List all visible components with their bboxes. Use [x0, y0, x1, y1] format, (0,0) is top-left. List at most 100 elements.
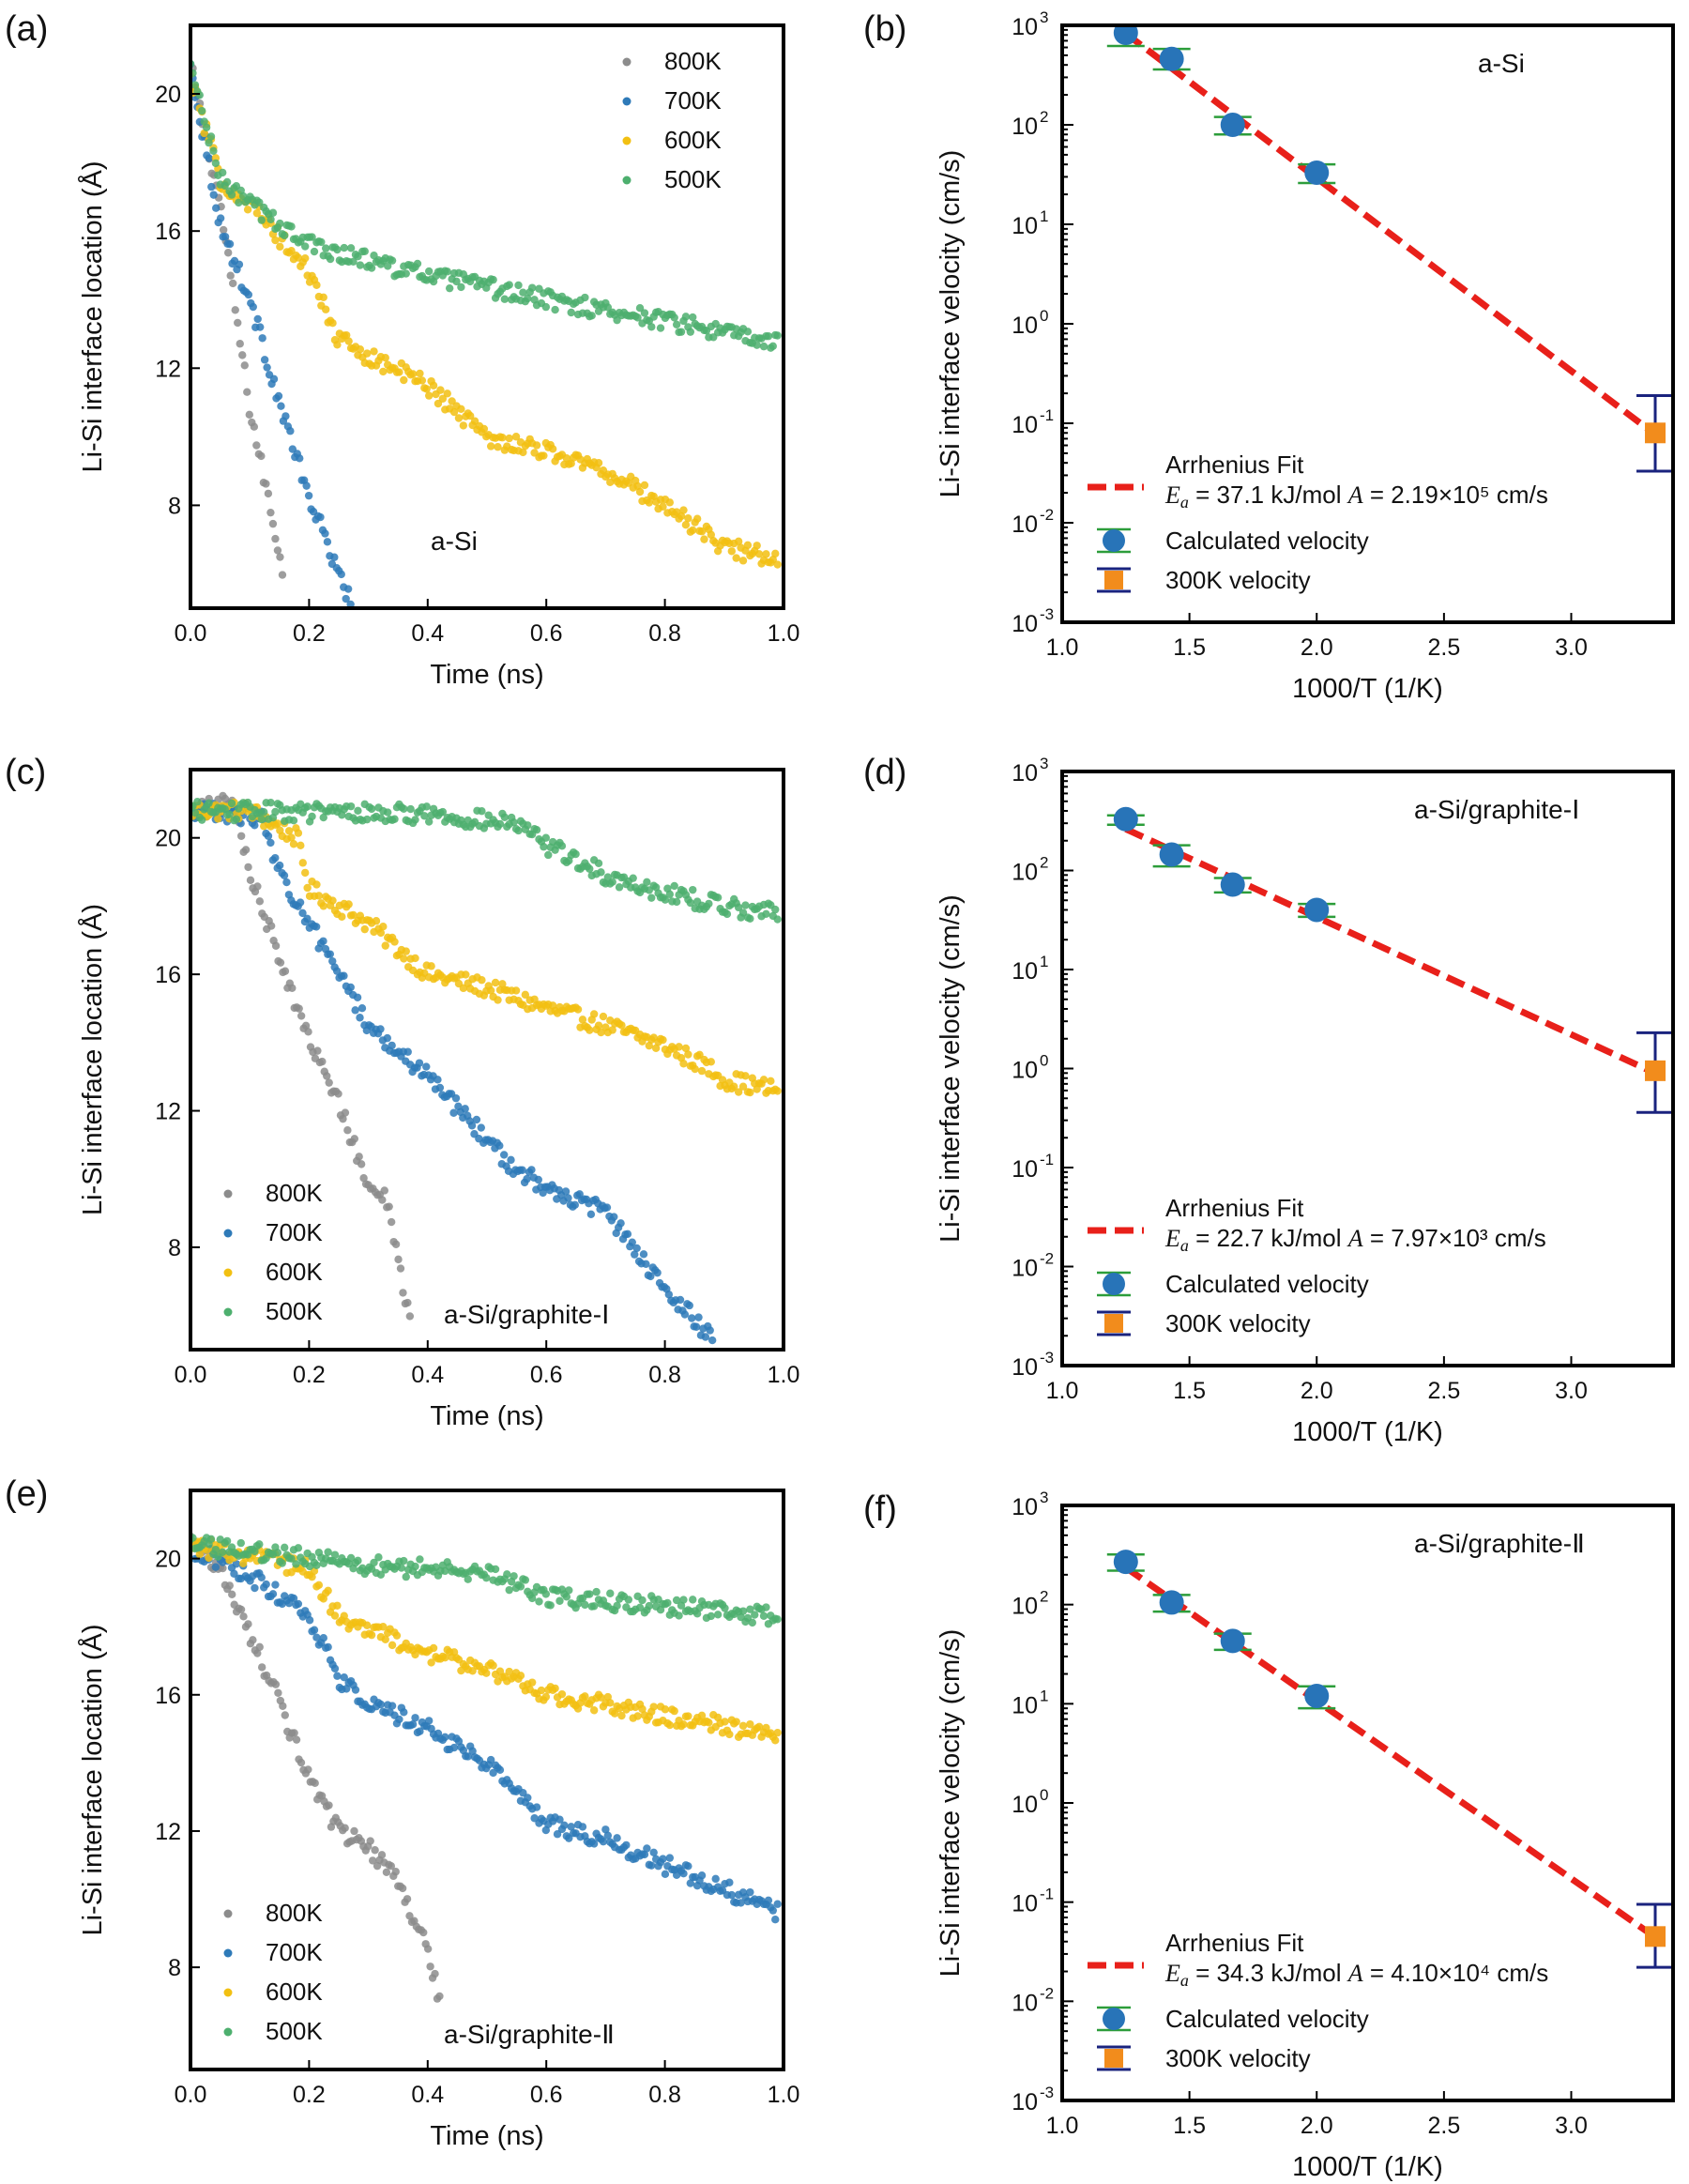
data-point: [383, 808, 392, 817]
data-point: [422, 1062, 431, 1071]
data-point: [235, 198, 243, 207]
data-point: [498, 980, 507, 988]
panel-b: (b)1.0 1.5 2.0 2.5 3.010 -310 -210 -110 010 110 21…: [863, 8, 1675, 704]
data-point: [264, 489, 273, 498]
data-point: [773, 915, 782, 924]
data-point: [400, 1708, 408, 1717]
data-point: [343, 585, 353, 593]
data-point: [679, 1870, 688, 1878]
panel-label: (d): [863, 753, 906, 792]
data-point: [647, 893, 656, 902]
y-tick-exponent: 2: [1040, 1588, 1048, 1606]
legend-fit-label: Arrhenius Fit: [1165, 1929, 1304, 1957]
y-tick-exponent: -1: [1040, 1151, 1054, 1168]
data-point: [284, 827, 294, 835]
y-tick-label: 10: [1012, 14, 1038, 40]
data-point: [638, 1596, 647, 1605]
x-axis-title: 1000/T (1/K): [1292, 1417, 1443, 1447]
data-point: [388, 1702, 397, 1710]
panel-label: (a): [5, 9, 48, 49]
data-point: [679, 1596, 688, 1604]
data-point: [557, 1689, 567, 1699]
data-point: [396, 1264, 405, 1273]
data-point: [511, 986, 521, 995]
data-point: [297, 1758, 306, 1767]
data-point: [273, 819, 282, 828]
data-point: [441, 1653, 449, 1662]
data-point: [754, 1722, 764, 1732]
y-tick-exponent: -2: [1040, 1984, 1054, 2002]
data-point: [232, 815, 241, 824]
data-point: [478, 807, 486, 816]
legend-marker: [223, 1189, 233, 1199]
data-point: [500, 295, 510, 303]
data-point: [553, 1830, 562, 1839]
data-point: [313, 1046, 322, 1055]
data-point: [689, 313, 697, 322]
data-point: [651, 1044, 661, 1053]
y-tick-label: 12: [155, 1819, 181, 1845]
calculated-point: [1304, 897, 1330, 923]
data-point: [608, 878, 616, 886]
data-point: [594, 1021, 603, 1030]
data-point: [424, 1717, 434, 1725]
data-point: [252, 441, 261, 450]
data-point: [387, 1861, 396, 1871]
data-point: [489, 1768, 497, 1778]
data-point: [245, 410, 253, 420]
data-point: [379, 1623, 388, 1631]
data-point: [227, 799, 236, 808]
data-point: [346, 600, 355, 608]
data-point: [734, 903, 743, 912]
data-point: [268, 208, 278, 217]
data-point: [732, 1718, 740, 1726]
data-point: [266, 922, 276, 930]
data-point: [443, 267, 451, 276]
calculated-point: [1159, 46, 1184, 71]
y-tick-label: 8: [168, 1235, 181, 1261]
data-point: [516, 1672, 525, 1680]
y-tick-label: 10: [1012, 1692, 1038, 1718]
legend-label: 500K: [266, 1297, 323, 1325]
data-point: [468, 1747, 477, 1755]
y-tick-exponent: 3: [1040, 755, 1048, 772]
legend-marker: [622, 176, 631, 185]
data-point: [405, 1312, 415, 1321]
data-point: [308, 233, 316, 241]
data-point: [503, 1570, 511, 1579]
data-point: [344, 337, 353, 345]
legend-marker: [223, 2027, 233, 2037]
legend-marker: [223, 1307, 233, 1317]
data-point: [302, 481, 311, 490]
data-point: [732, 554, 740, 562]
legend-calc-marker: [1103, 2008, 1125, 2030]
data-point: [594, 859, 603, 868]
data-point: [532, 441, 541, 450]
legend-fit-params: Ea = 37.1 kJ/mol A = 2.19×10⁵ cm/s: [1164, 481, 1548, 512]
data-point: [725, 1878, 734, 1886]
y-tick-label: 10: [1012, 1256, 1038, 1282]
data-point: [753, 542, 761, 550]
legend-marker: [622, 57, 631, 67]
data-point: [530, 1814, 539, 1823]
y-tick-label: 20: [155, 1547, 181, 1573]
data-point: [239, 1612, 248, 1621]
data-point: [312, 880, 321, 889]
data-point: [708, 1336, 717, 1345]
data-point: [624, 1596, 633, 1604]
data-point: [571, 849, 580, 859]
data-point: [564, 1194, 572, 1202]
data-point: [402, 947, 410, 955]
data-point: [592, 1587, 601, 1596]
data-point: [276, 553, 284, 561]
x-tick-label: 0.8: [648, 2082, 681, 2108]
data-point: [381, 353, 389, 362]
data-point: [290, 1729, 298, 1737]
data-point: [721, 1718, 729, 1726]
x-tick-label: 0.6: [530, 620, 563, 647]
x-tick-label: 3.0: [1555, 2113, 1588, 2139]
data-point: [764, 332, 773, 341]
data-point: [319, 1633, 327, 1642]
